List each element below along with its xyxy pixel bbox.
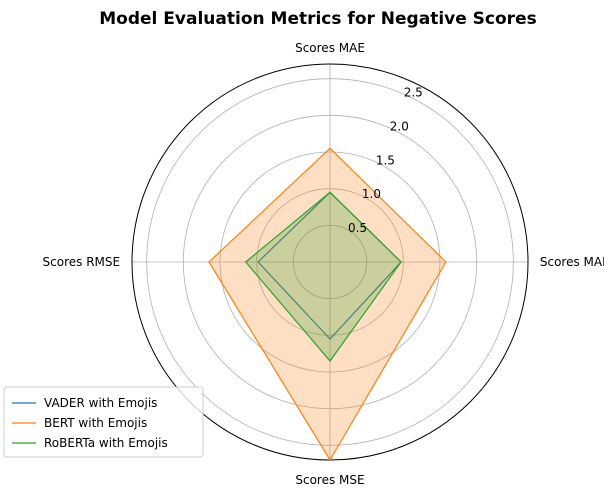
legend: VADER with Emojis BERT with Emojis RoBERTa… [3,386,204,458]
series-fill-2 [245,192,402,361]
circular-gridline [146,78,514,446]
radial-tick-label: 1.0 [362,187,381,201]
legend-entry: BERT with Emojis [44,416,147,430]
axis-label: Scores RMSE [43,255,121,269]
legend-entry: VADER with Emojis [44,396,157,410]
axis-label: Scores MSE [295,473,364,487]
radial-tick-label: 0.5 [348,221,367,235]
chart-title: Model Evaluation Metrics for Negative Sc… [99,9,536,29]
axis-label: Scores MAE [295,41,365,55]
series-layer [208,147,447,462]
label-layer: Scores MAE Scores MAD Scores MSE Scores RMS… [43,41,604,487]
circular-gridline [292,224,368,300]
legend-entry: RoBERTa with Emojis [44,436,168,450]
series-line-1 [208,147,447,462]
radial-tick-label: 2.0 [390,119,409,133]
circular-gridline [219,151,441,373]
circular-gridline [256,188,404,336]
legend-box [3,386,204,458]
series-fill-1 [209,148,446,461]
circular-gridline [182,114,478,410]
series-line-2 [244,191,402,362]
radial-tick-label: 2.5 [404,85,423,99]
axis-label: Scores MAD [540,255,604,269]
radial-tick-label: 1.5 [376,153,395,167]
